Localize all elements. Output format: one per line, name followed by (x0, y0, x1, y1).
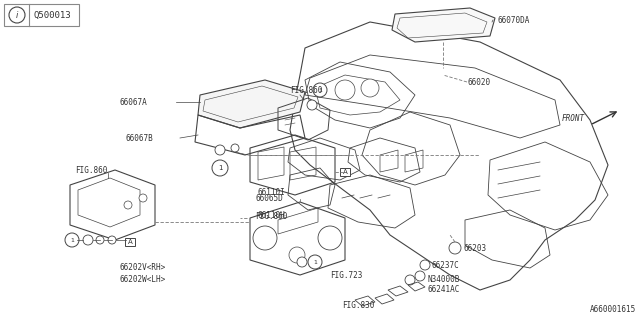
Text: 66202V<RH>: 66202V<RH> (120, 263, 166, 273)
Text: 66070DA: 66070DA (498, 15, 531, 25)
Circle shape (449, 242, 461, 254)
Polygon shape (392, 8, 495, 42)
Text: 66110H: 66110H (258, 211, 285, 220)
Circle shape (212, 160, 228, 176)
Text: A660001615: A660001615 (589, 305, 636, 314)
Circle shape (289, 247, 305, 263)
Circle shape (215, 145, 225, 155)
Circle shape (231, 144, 239, 152)
Text: 66065D: 66065D (255, 194, 283, 203)
FancyBboxPatch shape (4, 4, 79, 26)
Text: i: i (16, 11, 18, 20)
FancyBboxPatch shape (340, 168, 350, 176)
Text: FRONT: FRONT (562, 114, 585, 123)
Circle shape (405, 275, 415, 285)
Text: 1: 1 (313, 260, 317, 265)
Circle shape (335, 80, 355, 100)
Text: A: A (127, 239, 132, 245)
Circle shape (96, 236, 104, 244)
Polygon shape (198, 80, 305, 128)
Text: 66241AC: 66241AC (428, 285, 460, 294)
Circle shape (108, 236, 116, 244)
Text: FIG.860: FIG.860 (75, 165, 108, 174)
Circle shape (83, 235, 93, 245)
Text: Q500013: Q500013 (33, 11, 71, 20)
Circle shape (361, 79, 379, 97)
Circle shape (313, 83, 327, 97)
Circle shape (139, 194, 147, 202)
Circle shape (297, 257, 307, 267)
Text: FIG.830: FIG.830 (342, 300, 374, 309)
Text: 66202W<LH>: 66202W<LH> (120, 276, 166, 284)
Circle shape (124, 201, 132, 209)
Text: A: A (342, 169, 348, 175)
FancyBboxPatch shape (125, 238, 135, 246)
Circle shape (420, 260, 430, 270)
Circle shape (65, 233, 79, 247)
Text: N34000B: N34000B (428, 276, 460, 284)
Text: FIG.860: FIG.860 (290, 85, 323, 94)
Circle shape (307, 100, 317, 110)
Circle shape (318, 226, 342, 250)
Circle shape (253, 226, 277, 250)
Text: 66110I: 66110I (258, 188, 285, 196)
Text: 66067B: 66067B (125, 133, 153, 142)
Circle shape (415, 271, 425, 281)
Text: FIG.860: FIG.860 (255, 212, 287, 220)
Text: 66067A: 66067A (120, 98, 148, 107)
Circle shape (308, 255, 322, 269)
Text: 1: 1 (70, 237, 74, 243)
Circle shape (9, 7, 25, 23)
Text: 66237C: 66237C (432, 260, 460, 269)
Text: 66020: 66020 (468, 77, 491, 86)
Text: FIG.723: FIG.723 (330, 270, 362, 279)
Text: 66203: 66203 (464, 244, 487, 252)
Text: 1: 1 (318, 87, 322, 92)
Text: 1: 1 (218, 165, 222, 171)
